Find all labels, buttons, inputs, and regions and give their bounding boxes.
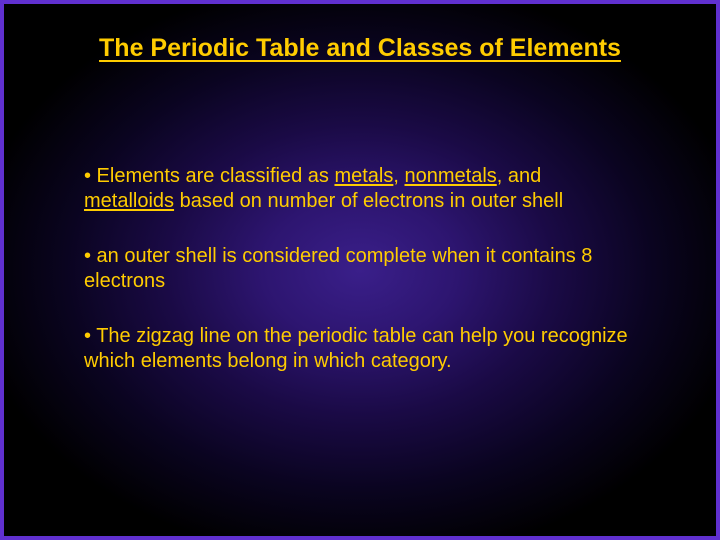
bullet-1-pre: • Elements are classified as: [84, 165, 334, 187]
bullet-1-underline-metalloids: metalloids: [84, 190, 174, 212]
bullet-1-mid1: ,: [393, 165, 404, 187]
bullet-1: • Elements are classified as metals, non…: [84, 164, 636, 214]
bullet-1-underline-nonmetals: nonmetals: [404, 165, 496, 187]
slide-body: • Elements are classified as metals, non…: [84, 164, 636, 404]
bullet-2: • an outer shell is considered complete …: [84, 244, 636, 294]
bullet-1-mid2: , and: [497, 165, 541, 187]
slide: The Periodic Table and Classes of Elemen…: [0, 0, 720, 540]
bullet-1-underline-metals: metals: [334, 165, 393, 187]
bullet-3: • The zigzag line on the periodic table …: [84, 324, 636, 374]
bullet-1-post: based on number of electrons in outer sh…: [174, 190, 563, 212]
slide-title: The Periodic Table and Classes of Elemen…: [64, 34, 656, 63]
